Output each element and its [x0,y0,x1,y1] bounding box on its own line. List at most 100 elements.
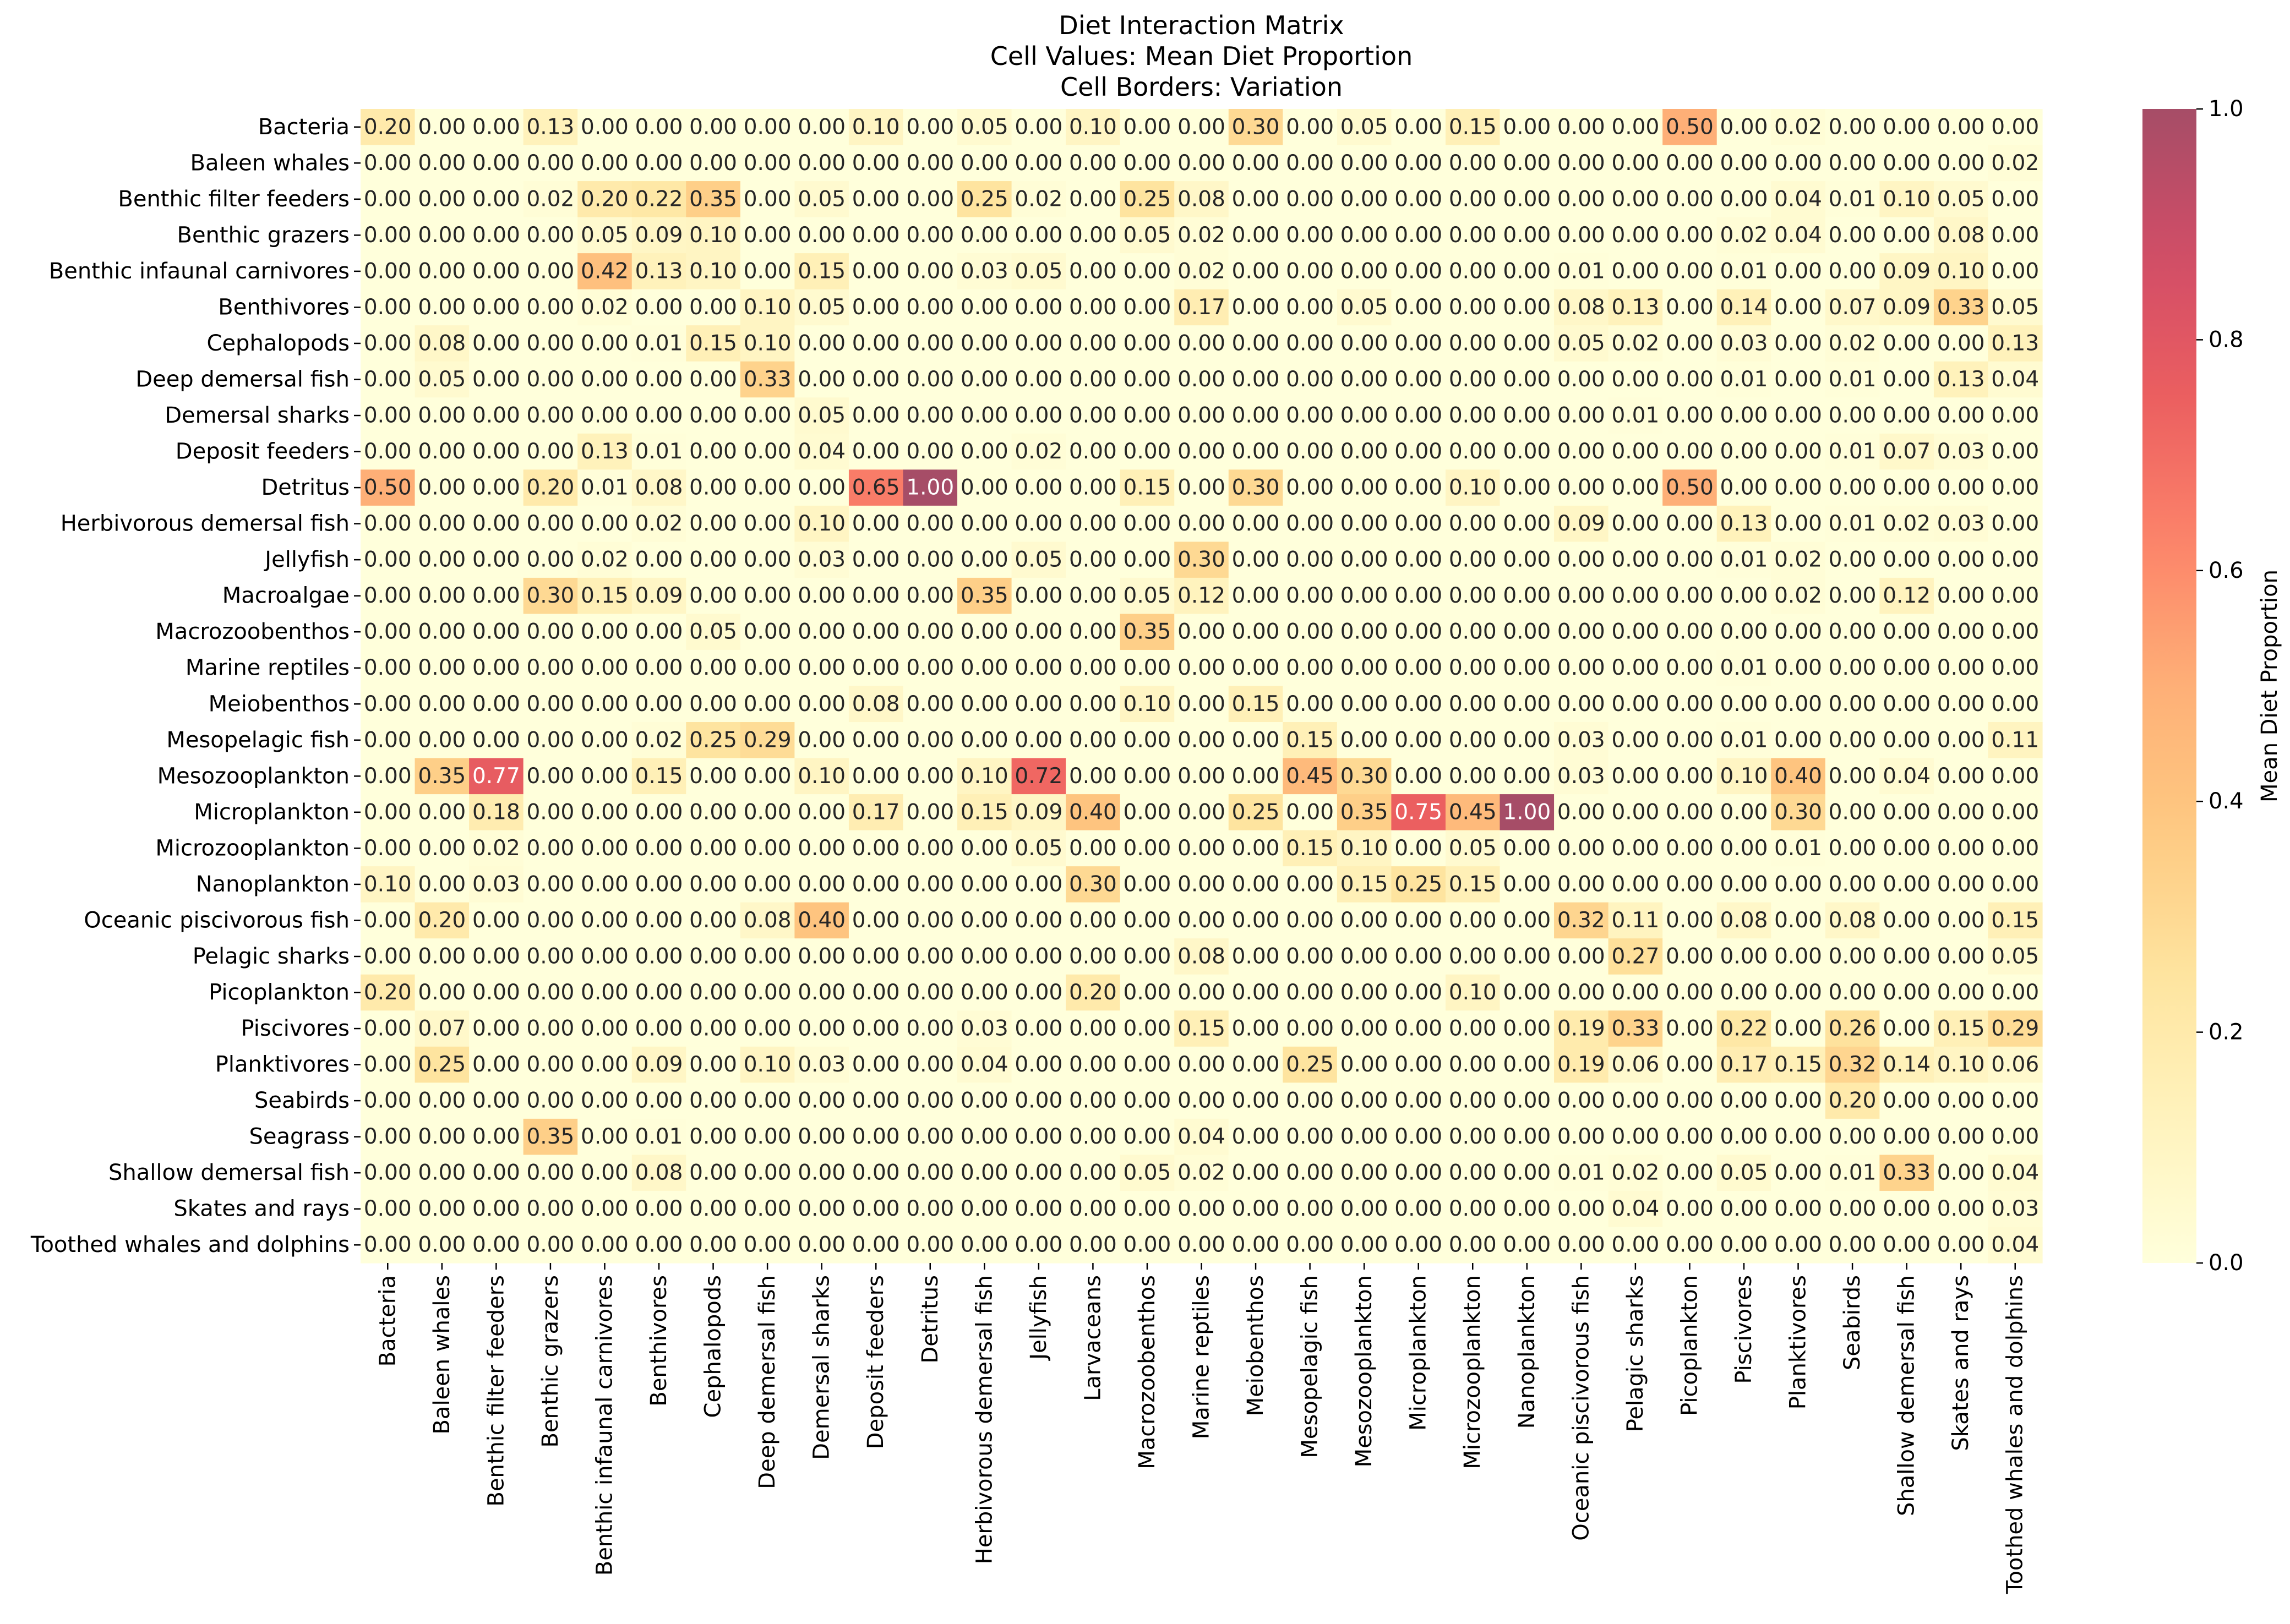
heatmap-cell [1011,397,1066,434]
heatmap-cell [1608,361,1663,398]
cell-value-label: 0.22 [635,187,683,211]
y-tick-benthic-filter-feeders: Benthic filter feeders [118,187,350,212]
cell-value-label: 0.00 [1340,1161,1388,1185]
cell-value-label: 0.19 [1557,1016,1605,1041]
cell-value-label: 0.00 [1394,403,1442,428]
heatmap-cell [469,181,524,218]
heatmap-cell [1120,145,1175,182]
heatmap-cell [1337,469,1392,506]
cell-value-label: 0.00 [852,655,900,680]
heatmap-cell [1879,397,1934,434]
cell-value-label: 0.00 [1611,1233,1659,1257]
heatmap-cell [415,181,470,218]
heatmap-cell [1879,325,1934,362]
cell-value-label: 0.00 [1503,1016,1551,1041]
cell-value-label: 0.00 [1503,1052,1551,1077]
heatmap-cell [1391,505,1446,542]
cell-value-label: 0.00 [1666,1196,1714,1221]
cell-value-label: 0.00 [906,1052,954,1077]
heatmap-cell [415,289,470,326]
cell-value-label: 0.00 [852,980,900,1005]
cell-value-label: 0.10 [1449,980,1497,1005]
heatmap-cell [469,145,524,182]
cell-value-label: 1.00 [906,475,954,500]
cell-value-label: 0.00 [1557,1124,1605,1149]
heatmap-cell [686,469,741,506]
cell-value-label: 0.00 [1449,187,1497,211]
heatmap-cell [1554,145,1609,182]
cell-value-label: 0.00 [526,620,574,644]
cell-value-label: 0.00 [418,1124,466,1149]
cell-value-label: 0.10 [1340,836,1388,861]
heatmap-cell [1879,361,1934,398]
cell-value-label: 0.00 [526,980,574,1005]
cell-value-label: 0.00 [1937,475,1985,500]
cell-value-label: 0.00 [1720,800,1768,824]
cell-value-label: 0.00 [1991,475,2039,500]
cell-value-label: 0.15 [1286,836,1334,861]
cell-value-label: 0.00 [689,800,737,824]
heatmap-cell [1662,253,1718,290]
heatmap-cell [577,289,633,326]
cell-value-label: 0.00 [472,367,520,392]
cell-value-label: 0.00 [1666,872,1714,896]
heatmap-cell [1933,145,1989,182]
cell-value-label: 0.00 [1937,692,1985,717]
cell-value-label: 0.00 [418,114,466,139]
cell-value-label: 0.00 [798,728,846,752]
cell-value-label: 0.00 [526,439,574,464]
heatmap-cell [848,109,904,146]
cell-value-label: 0.00 [1394,836,1442,861]
cell-value-label: 0.00 [418,403,466,428]
cell-value-label: 0.00 [1774,908,1822,933]
cell-value-label: 0.08 [1937,223,1985,248]
heatmap-cell [1066,145,1121,182]
cell-value-label: 0.20 [418,908,466,933]
cell-value-label: 0.02 [1177,1161,1225,1185]
cell-value-label: 0.00 [1883,331,1931,356]
cell-value-label: 0.00 [1774,367,1822,392]
cell-value-label: 0.00 [1286,620,1334,644]
cell-value-label: 0.00 [581,151,629,176]
cell-value-label: 0.00 [364,1233,412,1257]
cell-value-label: 0.00 [798,1233,846,1257]
cell-value-label: 0.00 [472,944,520,969]
cell-value-label: 0.00 [852,944,900,969]
cell-value-label: 0.00 [1611,692,1659,717]
cell-value-label: 0.22 [1720,1016,1768,1041]
cell-value-label: 0.00 [1124,511,1171,536]
cell-value-label: 0.00 [1774,295,1822,320]
cell-value-label: 0.05 [798,403,846,428]
cell-value-label: 0.00 [906,583,954,608]
heatmap-cell [903,361,958,398]
cell-value-label: 0.00 [744,259,792,283]
y-tick-benthic-infaunal-carnivores: Benthic infaunal carnivores [49,259,350,284]
cell-value-label: 0.00 [906,944,954,969]
cell-value-label: 0.00 [1340,1124,1388,1149]
cell-value-label: 0.00 [1720,620,1768,644]
cell-value-label: 0.00 [1232,1124,1280,1149]
cell-value-label: 0.33 [1611,1016,1659,1041]
heatmap-cell [1988,433,2043,470]
cell-value-label: 0.00 [1124,836,1171,861]
heatmap-cell [1011,433,1066,470]
cell-value-label: 0.04 [1883,764,1931,789]
heatmap-cell [1500,145,1555,182]
cell-value-label: 0.00 [1015,403,1062,428]
cell-value-label: 0.10 [852,114,900,139]
cell-value-label: 0.00 [1015,114,1062,139]
heatmap-cell [1933,433,1989,470]
cell-value-label: 0.00 [1503,836,1551,861]
heatmap-cell [1988,145,2043,182]
heatmap-cell [1228,145,1283,182]
heatmap-cell [577,469,633,506]
heatmap-cell [1554,253,1609,290]
heatmap-cell [1174,253,1229,290]
heatmap-cell [1120,325,1175,362]
cell-value-label: 0.00 [961,620,1008,644]
cell-value-label: 0.00 [1177,1089,1225,1113]
cell-value-label: 0.00 [1232,1233,1280,1257]
cell-value-label: 0.00 [472,151,520,176]
heatmap-cell [1500,433,1555,470]
cell-value-label: 0.02 [1720,223,1768,248]
